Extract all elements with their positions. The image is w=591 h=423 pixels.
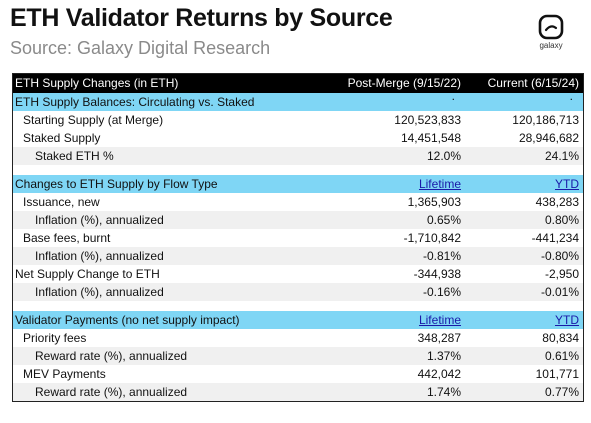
row-value-ytd: -0.01% [540,285,579,299]
row-value-post-merge: 14,451,548 [400,131,461,145]
column-label-lifetime: Lifetime [418,313,461,327]
row-label: Inflation (%), annualized [35,249,164,263]
row-label: Starting Supply (at Merge) [23,113,164,127]
table-header-label: ETH Supply Changes (in ETH) [15,76,179,90]
dot-marker: . [451,89,455,103]
section-title: Validator Payments (no net supply impact… [15,313,240,327]
row-value-ytd: 80,834 [542,331,579,345]
column-label-ytd: YTD [555,313,579,327]
row-value-lifetime: 0.65% [426,213,461,227]
dot-marker: . [569,89,573,103]
galaxy-logo-icon [538,14,564,40]
table-row: Staked Supply 14,451,548 28,946,682 [13,129,583,147]
row-value-lifetime: 1,365,903 [407,195,461,209]
row-value-lifetime: 1.74% [426,385,461,399]
table-row: Base fees, burnt -1,710,842 -441,234 [13,229,583,247]
row-value-ytd: 101,771 [535,367,579,381]
supply-table: ETH Supply Changes (in ETH) Post-Merge (… [12,73,584,402]
table-row: Staked ETH % 12.0% 24.1% [13,147,583,165]
table-row: Reward rate (%), annualized 1.37% 0.61% [13,347,583,365]
row-label: Priority fees [23,331,87,345]
row-label: Issuance, new [23,195,100,209]
row-value-ytd: 0.80% [544,213,579,227]
row-value-lifetime: 348,287 [417,331,461,345]
row-label: Staked ETH % [35,149,114,163]
row-label: Inflation (%), annualized [35,213,164,227]
row-value-current: 120,186,713 [512,113,579,127]
table-row: Inflation (%), annualized -0.16% -0.01% [13,283,583,301]
section-title: Changes to ETH Supply by Flow Type [15,177,218,191]
table-row: Reward rate (%), annualized 1.74% 0.77% [13,383,583,401]
row-value-lifetime: 1.37% [426,349,461,363]
column-label-lifetime: Lifetime [418,177,461,191]
row-value-lifetime: -344,938 [413,267,461,281]
row-label: Net Supply Change to ETH [15,267,160,281]
column-header-post-merge: Post-Merge (9/15/22) [347,76,461,90]
page-subtitle: Source: Galaxy Digital Research [10,38,271,58]
row-value-ytd: 438,283 [535,195,579,209]
section-header-validator-payments: Validator Payments (no net supply impact… [13,311,583,329]
row-label: Reward rate (%), annualized [35,385,188,399]
row-label: Staked Supply [23,131,101,145]
section-header-balances: ETH Supply Balances: Circulating vs. Sta… [13,89,583,111]
table-header-row: ETH Supply Changes (in ETH) Post-Merge (… [13,74,583,93]
table-row: Starting Supply (at Merge) 120,523,833 1… [13,111,583,129]
table-row: Net Supply Change to ETH -344,938 -2,950 [13,265,583,283]
table-row: MEV Payments 442,042 101,771 [13,365,583,383]
section-spacer [13,165,583,175]
row-value-ytd: -0.80% [540,249,579,263]
section-header-flow-type: Changes to ETH Supply by Flow Type Lifet… [13,175,583,193]
row-value-lifetime: 442,042 [417,367,461,381]
row-value-current: 24.1% [544,149,579,163]
row-value-current: 28,946,682 [518,131,579,145]
column-header-current: Current (6/15/24) [487,76,579,90]
row-value-ytd: 0.61% [544,349,579,363]
column-label-ytd: YTD [555,177,579,191]
row-value-lifetime: -0.81% [422,249,461,263]
table-row: Priority fees 348,287 80,834 [13,329,583,347]
row-label: Base fees, burnt [23,231,111,245]
row-value-ytd: -441,234 [531,231,579,245]
section-title: ETH Supply Balances: Circulating vs. Sta… [15,95,255,109]
logo-text: galaxy [539,41,563,50]
table-row: Inflation (%), annualized -0.81% -0.80% [13,247,583,265]
row-value-lifetime: -0.16% [422,285,461,299]
row-value-post-merge: 12.0% [426,149,461,163]
row-value-lifetime: -1,710,842 [403,231,461,245]
row-label: Reward rate (%), annualized [35,349,188,363]
row-value-post-merge: 120,523,833 [394,113,461,127]
galaxy-logo: galaxy [531,14,571,50]
row-value-ytd: 0.77% [544,385,579,399]
row-value-ytd: -2,950 [544,267,579,281]
table-row: Issuance, new 1,365,903 438,283 [13,193,583,211]
table-row: Inflation (%), annualized 0.65% 0.80% [13,211,583,229]
page-title: ETH Validator Returns by Source [10,4,393,32]
row-label: MEV Payments [23,367,106,381]
section-spacer [13,301,583,311]
row-label: Inflation (%), annualized [35,285,164,299]
